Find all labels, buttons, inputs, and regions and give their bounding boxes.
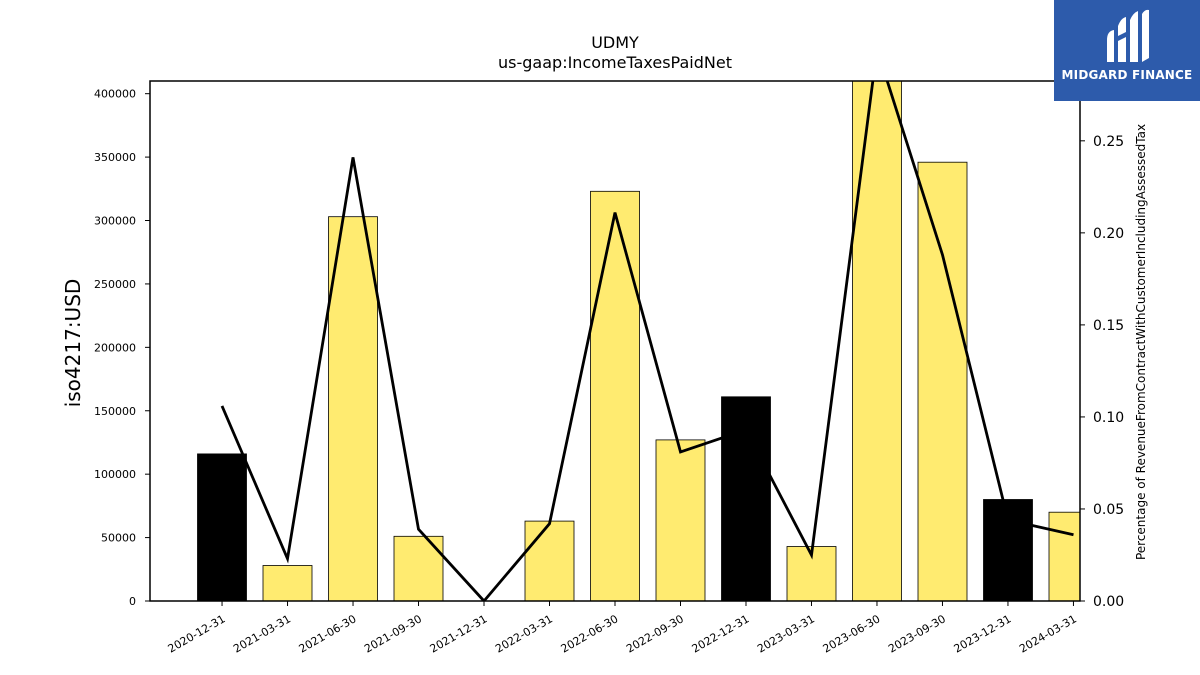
bar	[524, 520, 575, 601]
y-tick-label: 0	[129, 595, 136, 608]
x-tick-label: 2022-12-31	[690, 612, 752, 655]
y-tick-label: 200000	[94, 341, 136, 354]
x-tick-label: 2024-03-31	[1017, 612, 1079, 655]
y2-tick-label: 0.25	[1093, 134, 1124, 150]
y-tick-label: 150000	[94, 405, 136, 418]
bar	[262, 565, 313, 601]
x-tick-label: 2021-12-31	[428, 612, 490, 655]
y-tick-label: 350000	[94, 151, 136, 164]
bar	[590, 190, 640, 601]
x-tick-label: 2022-06-30	[559, 612, 621, 655]
y-tick-label: 400000	[94, 88, 136, 101]
bar	[1048, 511, 1080, 601]
line-layer	[220, 81, 1074, 601]
bar	[852, 81, 902, 601]
y2-tick-label: 0.20	[1093, 226, 1124, 242]
bar	[721, 396, 771, 601]
ratio-line	[220, 81, 1074, 601]
y2-axis-label: Percentage of RevenueFromContractWithCus…	[1134, 124, 1148, 560]
x-tick-label: 2021-09-30	[362, 612, 424, 655]
midgard-logo-icon	[1107, 9, 1149, 62]
y-tick-label: 100000	[94, 468, 136, 481]
bars	[197, 81, 1080, 601]
x-tick-label: 2021-03-31	[231, 612, 293, 655]
midgard-finance-logo: MIDGARD FINANCE	[1054, 0, 1200, 101]
y2-tick-label: 0.10	[1093, 410, 1124, 426]
y-axis-label: iso4217:USD	[61, 279, 85, 408]
y2-tick-label: 0.15	[1093, 318, 1124, 334]
y2-tick-label: 0.05	[1093, 502, 1124, 518]
y2-tick-label: 0.00	[1093, 594, 1124, 610]
x-tick-label: 2022-09-30	[624, 612, 686, 655]
bar	[917, 161, 968, 601]
x-tick-label: 2023-12-31	[952, 612, 1014, 655]
x-tick-label: 2021-06-30	[297, 612, 359, 655]
bar	[197, 453, 247, 601]
chart-title: UDMY	[591, 33, 639, 52]
x-tick-label: 2022-03-31	[493, 612, 555, 655]
x-tick-label: 2023-06-30	[821, 612, 883, 655]
y-tick-label: 50000	[101, 532, 136, 545]
y-tick-label: 300000	[94, 215, 136, 228]
bar	[655, 439, 706, 601]
chart-subtitle: us-gaap:IncomeTaxesPaidNet	[498, 53, 732, 72]
x-tick-label: 2023-03-31	[755, 612, 817, 655]
y-tick-label: 250000	[94, 278, 136, 291]
bar	[328, 216, 378, 601]
logo-text: MIDGARD FINANCE	[1061, 68, 1193, 82]
x-tick-label: 2020-12-31	[166, 612, 228, 655]
x-tick-label: 2023-09-30	[886, 612, 948, 655]
